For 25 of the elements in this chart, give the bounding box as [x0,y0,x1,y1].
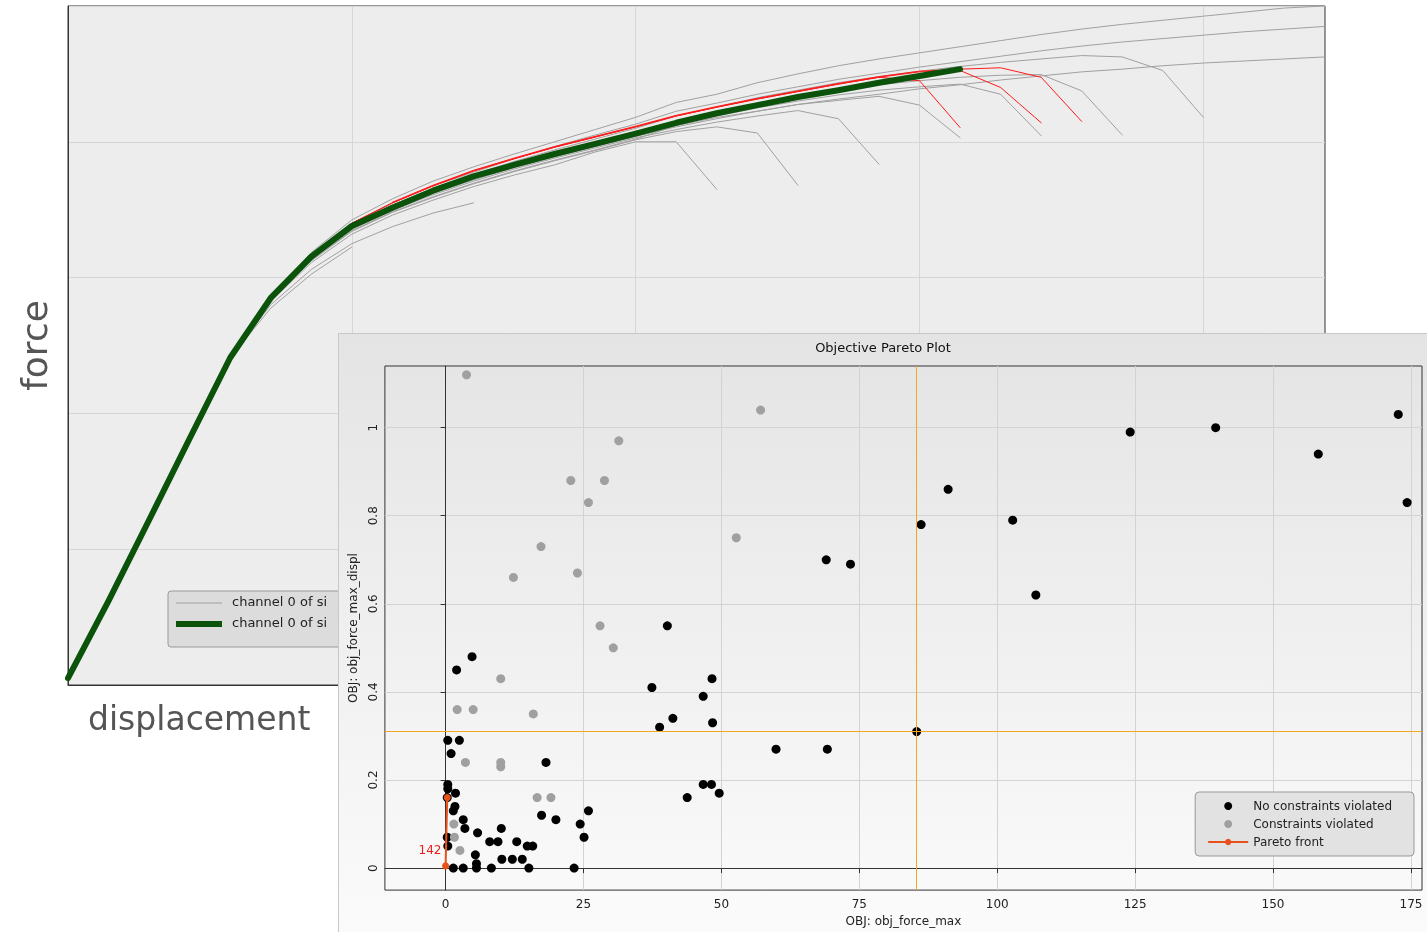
x-tick-label: 25 [575,897,592,912]
legend-label: channel 0 of si [232,594,328,609]
legend-label: channel 0 of si [232,615,328,630]
y-tick-label: 1 [365,423,380,432]
legend-label: Pareto front [1253,835,1324,849]
y-tick-label: 0.4 [365,682,380,702]
y-tick-label: 0.6 [365,594,380,614]
annotation: 142 [418,842,442,857]
y-tick-label: 0.8 [365,506,380,526]
chart-title: Objective Pareto Plot [815,340,951,355]
y-tick-label: 0 [365,864,380,872]
x-tick-label: 150 [1261,897,1285,912]
x-axis-title: displacement [88,699,311,738]
x-tick-label: 175 [1399,897,1423,912]
x-axis-title: OBJ: obj_force_max [845,914,962,928]
x-tick-label: 50 [713,897,730,912]
x-tick-label: 0 [441,897,450,912]
legend-label: Constraints violated [1253,817,1374,831]
x-tick-label: 125 [1123,897,1147,912]
x-tick-label: 75 [851,897,867,912]
y-axis-title: OBJ: obj_force_max_displ [346,553,360,703]
y-tick-label: 0.2 [365,770,380,790]
legend-label: No constraints violated [1253,799,1393,813]
x-tick-label: 100 [985,897,1009,912]
y-axis-title: force [13,300,55,391]
